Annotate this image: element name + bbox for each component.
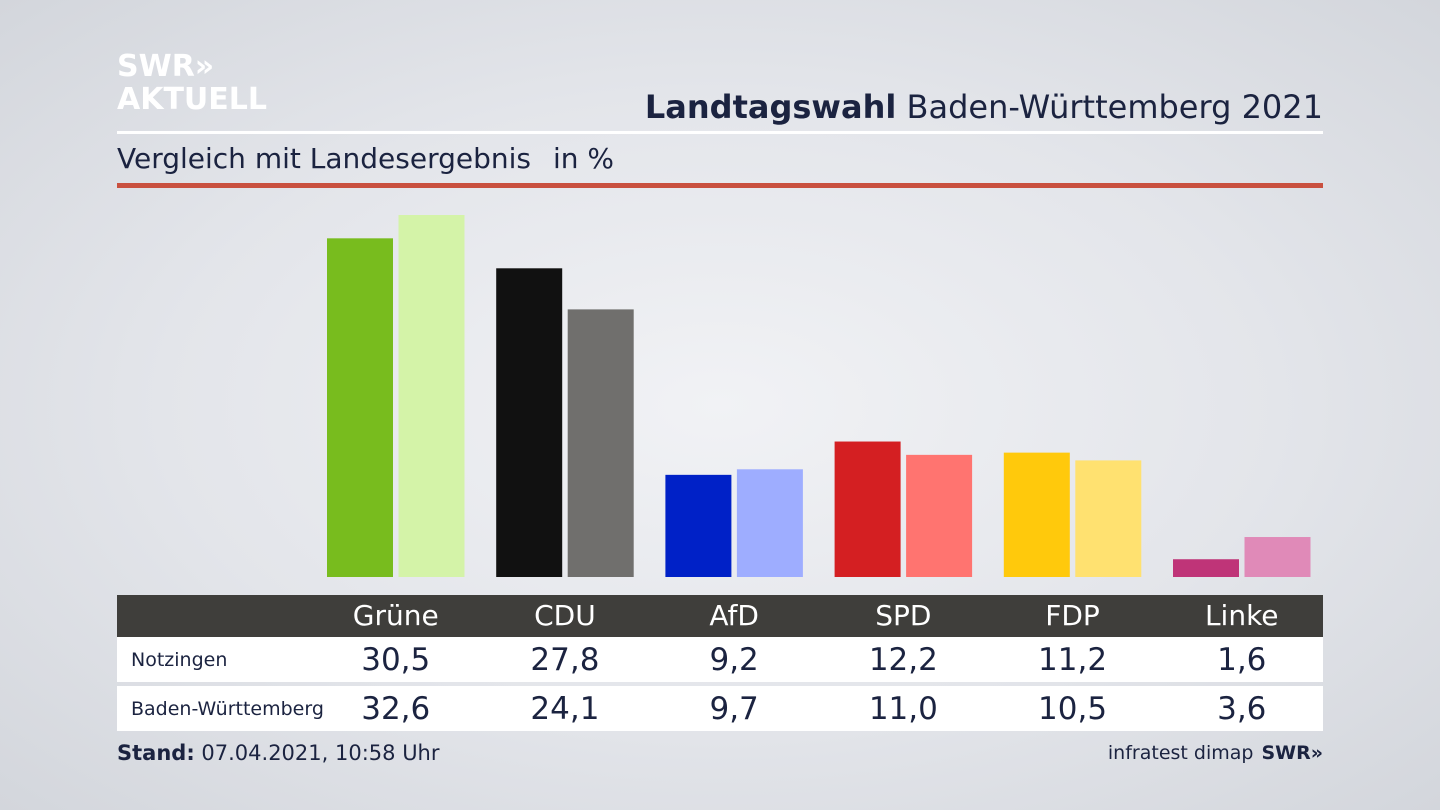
value-spd: 11,0 [868,691,938,727]
value-afd: 9,2 [709,642,759,678]
column-header-linke: Linke [1204,599,1279,632]
column-header-grüne: Grüne [352,599,439,632]
value-cdu: 27,8 [530,642,600,678]
timestamp-label: Stand: [117,741,195,765]
bar-fdp-state [1075,460,1142,577]
bar-cdu-state [567,309,634,577]
swr-brand-mark: SWR» [1261,742,1323,764]
column-header-spd: SPD [875,599,932,632]
column-header-afd: AfD [709,599,759,632]
bar-fdp-local [1003,452,1070,577]
value-linke: 1,6 [1217,642,1267,678]
subtitle-text: Vergleich mit Landesergebnis [117,142,531,175]
bar-cdu-local [496,268,563,577]
value-afd: 9,7 [709,691,759,727]
bar-chart [327,215,1311,577]
bar-afd-state [736,469,803,577]
source-credit: infratest dimap SWR» [1108,742,1323,764]
source-name: infratest dimap [1107,742,1254,764]
column-header-cdu: CDU [534,599,596,632]
value-grüne: 32,6 [361,691,431,727]
table-row: Notzingen 30,5 27,8 9,2 12,2 11,2 1,6 [117,637,1323,682]
timestamp: Stand: 07.04.2021, 10:58 Uhr [117,741,440,765]
timestamp-value: 07.04.2021, 10:58 Uhr [201,741,440,765]
header-divider [117,131,1323,134]
results-table: Grüne CDU AfD SPD FDP Linke Notzingen 30,5 27,… [117,595,1323,731]
subtitle-unit: in % [552,142,615,175]
headline-bold: Landtagswahl [644,88,897,126]
logo-line-2: AKTUELL [117,82,268,117]
bar-afd-local [665,474,732,577]
bar-linke-state [1244,537,1311,577]
chart-subtitle: Vergleich mit Landesergebnis in % [117,142,614,175]
bar-spd-local [834,441,901,577]
value-linke: 3,6 [1217,691,1267,727]
value-cdu: 24,1 [530,691,600,727]
chart-headline: Landtagswahl Baden-Württemberg 2021 [645,88,1323,126]
bar-grüne-state [398,215,465,577]
bar-linke-local [1173,559,1239,577]
table-row: Baden-Württemberg 32,6 24,1 9,7 11,0 10,5 3,6 [117,686,1323,731]
value-spd: 12,2 [868,642,938,678]
column-header-fdp: FDP [1045,599,1100,632]
logo-line-1: SWR» [117,49,215,84]
bar-spd-state [906,454,973,577]
accent-divider [117,183,1323,188]
value-fdp: 10,5 [1038,691,1108,727]
table-header: Grüne CDU AfD SPD FDP Linke [117,595,1323,637]
headline-rest: Baden-Württemberg 2021 [906,88,1324,126]
value-grüne: 30,5 [361,642,431,678]
swr-aktuell-logo: SWR» AKTUELL [117,52,267,115]
row-label-state: Baden-Württemberg [131,698,324,720]
row-label-local: Notzingen [131,649,228,671]
bar-grüne-local [327,238,393,577]
value-fdp: 11,2 [1038,642,1108,678]
